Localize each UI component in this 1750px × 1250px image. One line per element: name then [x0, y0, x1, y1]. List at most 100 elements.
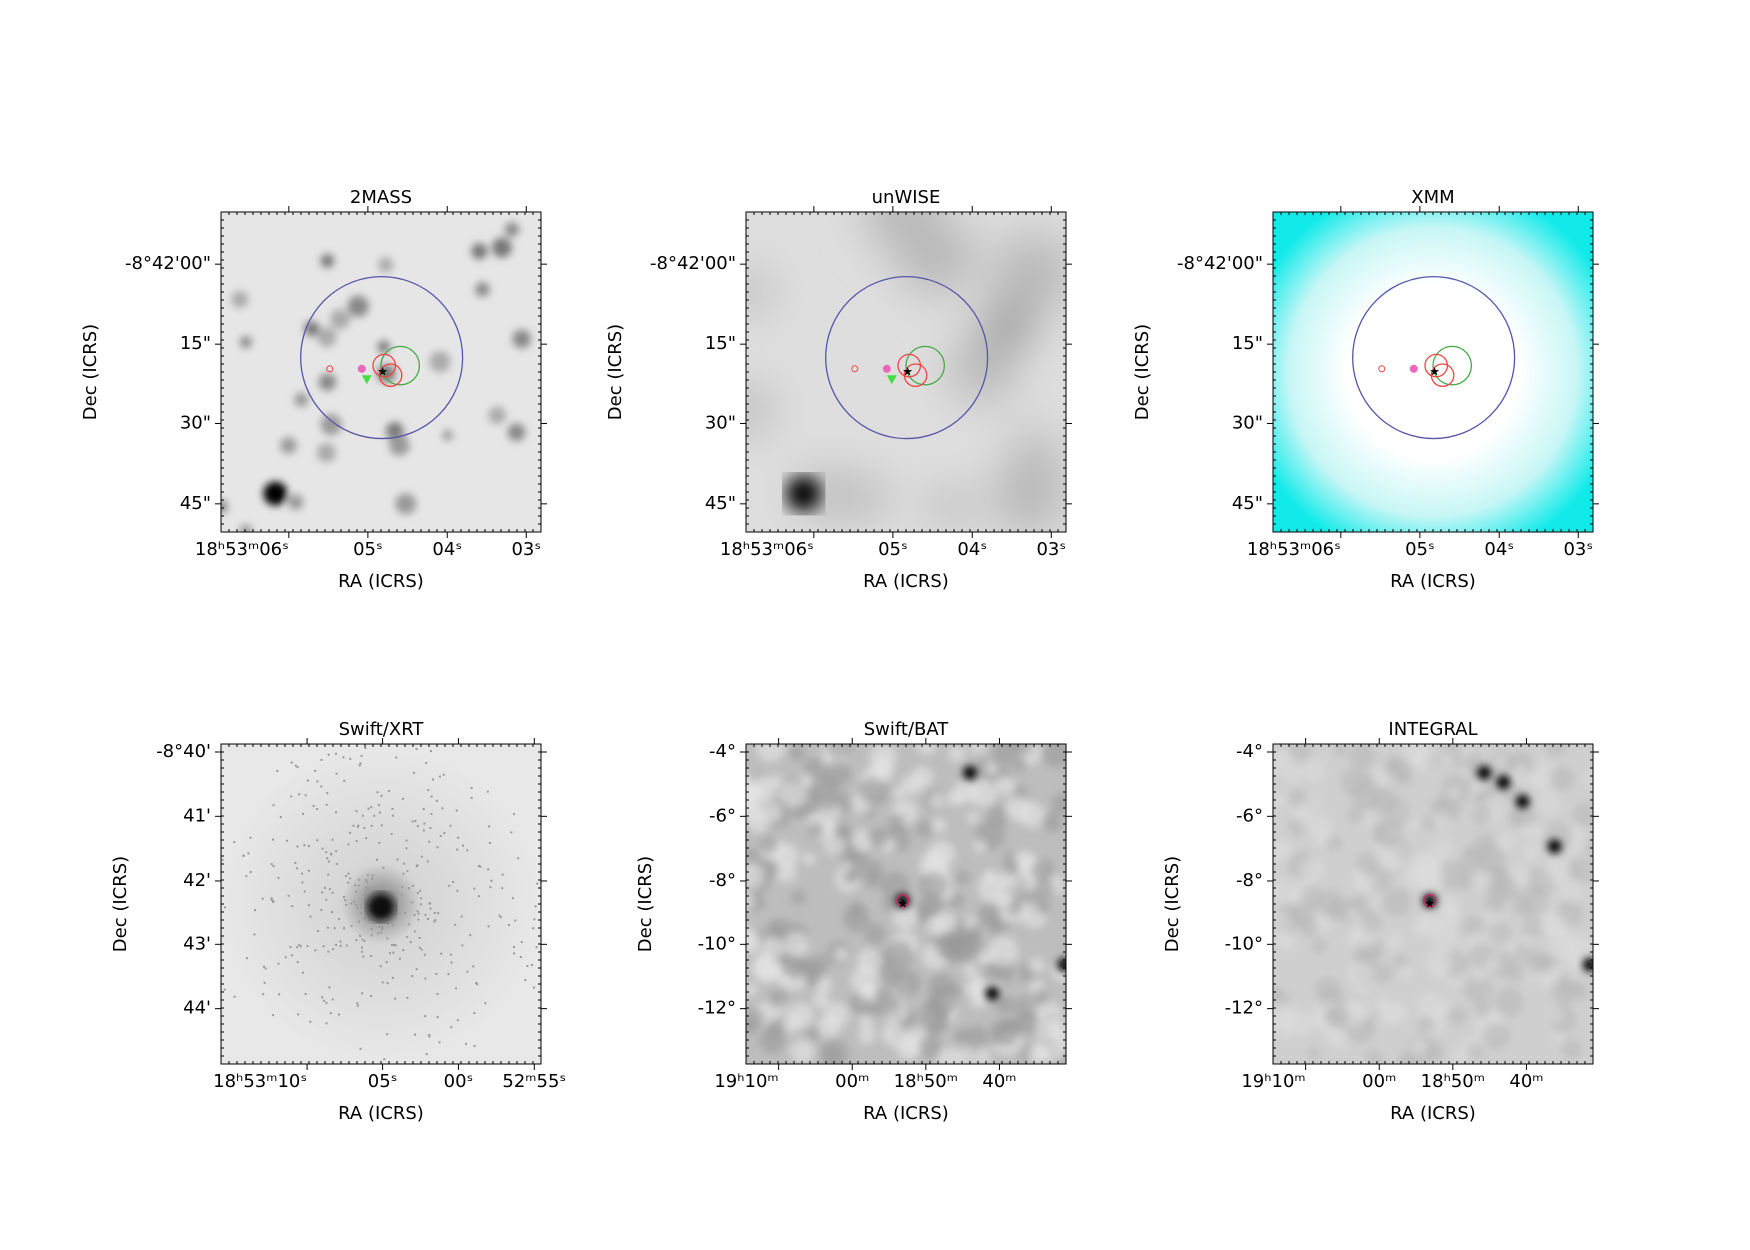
photon — [209, 862, 211, 864]
photon — [325, 1022, 328, 1025]
photon — [339, 940, 342, 943]
photon — [326, 857, 329, 860]
photon — [296, 766, 299, 769]
photon — [335, 863, 338, 866]
noise-blob — [824, 835, 845, 856]
photon — [409, 941, 412, 944]
source — [221, 499, 228, 514]
photon — [430, 795, 433, 798]
noise-blob — [1011, 892, 1026, 907]
photon — [499, 916, 502, 919]
noise-blob — [1299, 857, 1325, 883]
photon — [233, 995, 236, 998]
noise-blob — [1483, 1022, 1511, 1050]
noise-blob — [824, 1002, 850, 1027]
photon — [440, 952, 443, 955]
photon — [272, 838, 275, 841]
photon — [358, 878, 361, 881]
photon — [325, 1001, 328, 1004]
photon — [370, 934, 373, 937]
photon — [401, 885, 404, 888]
photon — [414, 1033, 417, 1036]
photon — [357, 824, 360, 827]
source — [843, 475, 889, 521]
photon — [302, 812, 305, 815]
photon — [434, 918, 437, 921]
photon — [331, 998, 334, 1001]
noise-blob — [1411, 1038, 1427, 1055]
source — [320, 254, 335, 268]
photon — [326, 926, 329, 929]
photon — [419, 889, 422, 892]
photon — [331, 891, 334, 894]
photon — [391, 807, 394, 810]
noise-blob — [1471, 968, 1486, 983]
noise-blob — [948, 892, 965, 909]
y-tick-label: -10° — [698, 933, 736, 954]
photon — [361, 992, 364, 995]
photon — [393, 943, 396, 946]
noise-blob — [1541, 913, 1567, 940]
noise-blob — [1029, 957, 1045, 974]
noise-blob — [954, 779, 978, 803]
y-tick-label: 45" — [1232, 493, 1263, 514]
photon — [534, 905, 537, 908]
y-tick-label: -4° — [709, 741, 736, 762]
y-tick-label: 30" — [705, 413, 736, 434]
noise-blob — [1034, 1017, 1060, 1044]
source — [389, 435, 410, 456]
noise-blob — [1395, 770, 1413, 787]
photon — [535, 946, 538, 949]
photon — [367, 807, 370, 810]
x-tick-label: 19ʰ10ᵐ — [1241, 1071, 1305, 1092]
photon — [415, 865, 418, 868]
noise-blob — [1451, 1047, 1469, 1064]
noise-blob — [1316, 832, 1330, 846]
photon — [438, 775, 441, 778]
sources — [1422, 765, 1593, 972]
noise-blob — [1432, 811, 1451, 830]
photon — [371, 877, 374, 880]
photon — [426, 1075, 428, 1077]
noise-blob — [964, 980, 982, 998]
photon — [396, 858, 399, 861]
noise-blob — [1569, 856, 1593, 884]
bright-source — [983, 299, 1034, 349]
noise-blob — [1471, 870, 1492, 890]
noise-blob — [1387, 755, 1402, 770]
photon — [221, 858, 224, 861]
noise-blob — [931, 818, 947, 833]
photon — [325, 803, 328, 806]
photon — [355, 839, 358, 842]
source — [317, 327, 337, 348]
noise-blob — [953, 1028, 969, 1044]
photon — [330, 853, 333, 856]
photon — [406, 870, 409, 873]
photon — [301, 872, 304, 875]
source — [330, 309, 351, 330]
noise-blob — [968, 744, 987, 754]
photon — [261, 897, 264, 900]
photon — [365, 837, 368, 840]
noise-blob — [746, 793, 758, 812]
noise-blob — [1524, 935, 1538, 949]
error-circle — [1430, 363, 1455, 388]
photon — [455, 987, 458, 990]
photon — [413, 913, 416, 916]
photon — [363, 826, 366, 829]
source — [320, 414, 342, 436]
photon — [360, 912, 363, 915]
x-tick-label: 05ˢ — [353, 539, 383, 560]
photon — [253, 933, 256, 936]
photon — [353, 900, 356, 903]
source — [475, 282, 490, 297]
photon — [392, 951, 395, 954]
photon — [223, 906, 226, 909]
photon — [272, 900, 275, 903]
pentagon-marker — [1409, 364, 1418, 373]
photon — [347, 843, 350, 846]
noise-blob — [1482, 908, 1496, 922]
sky-image: ★ — [221, 212, 541, 532]
photon — [366, 887, 369, 890]
sources — [221, 222, 531, 532]
